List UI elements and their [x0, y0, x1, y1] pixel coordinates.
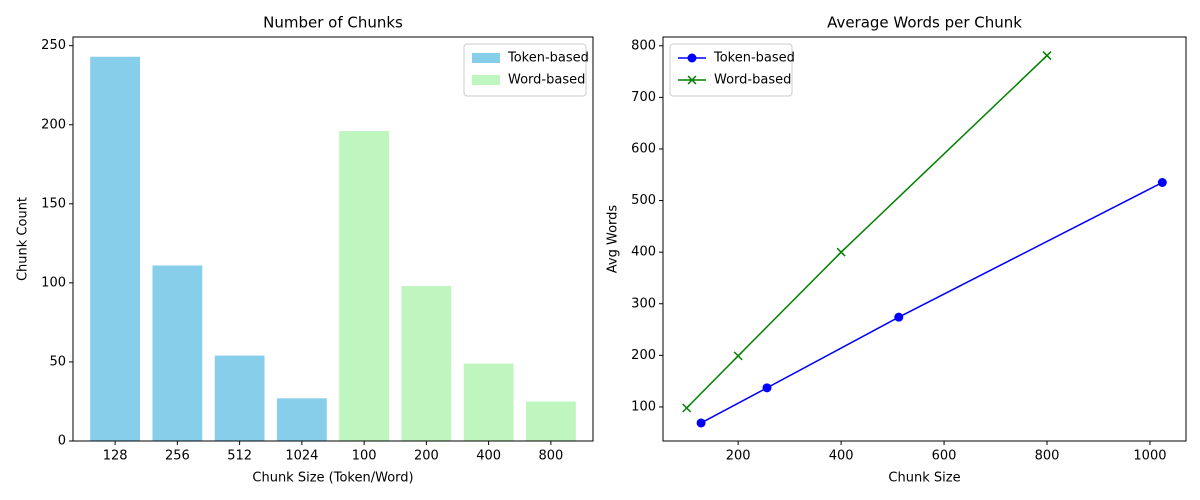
x-tick-label: 1024	[285, 449, 318, 464]
bar	[152, 265, 203, 441]
y-tick-label: 250	[41, 38, 66, 53]
x-tick-label: 400	[829, 449, 854, 464]
x-tick-label: 400	[476, 449, 501, 464]
axes-frame	[72, 36, 594, 442]
legend-box	[669, 43, 793, 97]
y-axis-label: Avg Words	[606, 205, 621, 274]
legend-marker	[687, 75, 697, 85]
x-tick-label: 256	[165, 449, 190, 464]
chart-title: Average Words per Chunk	[827, 14, 1022, 32]
line	[700, 181, 1163, 424]
bar	[276, 398, 327, 441]
bar	[90, 56, 141, 441]
y-tick-label: 800	[631, 38, 656, 53]
y-axis-label: Chunk Count	[16, 197, 31, 281]
marker	[894, 312, 904, 322]
x-tick-label: 128	[103, 449, 128, 464]
x-tick-label: 600	[932, 449, 957, 464]
y-tick-label: 600	[631, 141, 656, 156]
x-tick-label: 200	[726, 449, 751, 464]
legend-marker	[687, 53, 697, 63]
marker	[696, 418, 706, 428]
marker	[1042, 51, 1052, 61]
y-tick-label: 500	[631, 193, 656, 208]
bar	[525, 401, 576, 441]
bar	[463, 363, 514, 441]
marker	[762, 383, 772, 393]
x-tick-label: 100	[352, 449, 377, 464]
x-tick-label: 512	[227, 449, 252, 464]
x-tick-label: 800	[538, 449, 563, 464]
x-tick-label: 200	[414, 449, 439, 464]
marker	[733, 351, 743, 361]
y-tick-label: 0	[58, 434, 66, 449]
marker	[1157, 178, 1167, 188]
legend-label: Token-based	[507, 51, 589, 66]
marker	[682, 403, 692, 413]
y-tick-label: 700	[631, 90, 656, 105]
y-tick-label: 100	[41, 275, 66, 290]
axes-frame	[662, 36, 1187, 442]
legend-label: Token-based	[713, 51, 795, 66]
x-tick-label: 800	[1035, 449, 1060, 464]
line	[686, 55, 1048, 409]
legend-label: Word-based	[714, 73, 791, 88]
y-tick-label: 100	[631, 399, 656, 414]
x-axis-label: Chunk Size (Token/Word)	[252, 471, 413, 486]
legend-label: Word-based	[508, 73, 585, 88]
legend-swatch	[472, 53, 500, 63]
y-tick-label: 400	[631, 245, 656, 260]
legend-swatch	[472, 75, 500, 85]
x-tick-label: 1000	[1133, 449, 1166, 464]
x-axis-label: Chunk Size	[888, 471, 960, 486]
bar	[214, 355, 265, 441]
y-tick-label: 150	[41, 196, 66, 211]
marker	[836, 247, 846, 257]
y-tick-label: 200	[631, 348, 656, 363]
y-tick-label: 300	[631, 296, 656, 311]
y-tick-label: 200	[41, 117, 66, 132]
y-tick-label: 50	[49, 354, 66, 369]
bar	[401, 286, 452, 441]
bar	[339, 131, 390, 441]
chart-title: Number of Chunks	[263, 14, 403, 32]
